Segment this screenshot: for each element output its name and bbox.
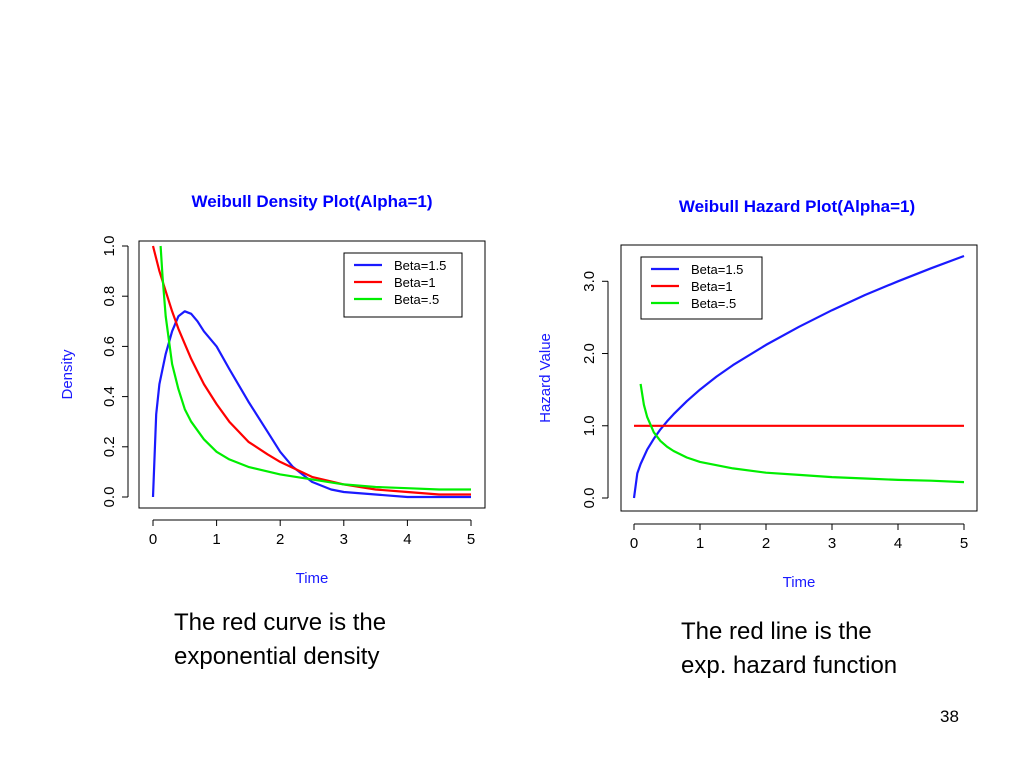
density-y-tick-label: 0.4 — [101, 386, 118, 407]
caption-density-line-2: exponential density — [174, 643, 380, 670]
hazard-legend-box — [640, 256, 763, 320]
hazard-chart: Weibull Hazard Plot(Alpha=1) 0 1 2 3 4 5 0.0 1.0… — [537, 197, 978, 591]
hazard-chart-title: Weibull Hazard Plot(Alpha=1) — [679, 197, 915, 216]
density-y-tick-label: 0.2 — [101, 436, 118, 457]
density-x-axis-label: Time — [296, 570, 329, 587]
hazard-y-tick-label: 0.0 — [581, 488, 598, 509]
density-x-tick-label: 2 — [276, 531, 284, 548]
density-series-beta-5 — [159, 245, 471, 491]
hazard-y-axis-label: Hazard Value — [537, 333, 554, 423]
density-y-tick-label: 1.0 — [101, 236, 118, 257]
hazard-x-tick-label: 3 — [828, 535, 836, 552]
density-x-tick-label: 5 — [467, 531, 475, 548]
density-legend-label: Beta=.5 — [394, 292, 439, 307]
density-y-tick-label: 0.0 — [101, 487, 118, 508]
hazard-legend-label: Beta=1 — [691, 279, 733, 294]
caption-hazard-line-1: The red line is the — [681, 618, 872, 645]
hazard-x-axis-label: Time — [783, 574, 816, 591]
hazard-plot-frame — [620, 244, 978, 512]
hazard-series-beta-1-5 — [632, 254, 965, 499]
density-y-tick-label: 0.6 — [101, 336, 118, 357]
caption-hazard-line-2: exp. hazard function — [681, 652, 898, 679]
density-y-axis-label: Density — [59, 349, 76, 400]
hazard-y-tick-label: 1.0 — [581, 415, 598, 436]
density-y-tick-label: 0.8 — [101, 286, 118, 307]
caption-density: The red curve is the exponential density — [174, 606, 386, 674]
density-chart-title: Weibull Density Plot(Alpha=1) — [191, 192, 432, 211]
hazard-x-tick-label: 4 — [894, 535, 902, 552]
caption-hazard: The red line is the exp. hazard function — [681, 615, 897, 683]
hazard-x-tick-label: 1 — [696, 535, 704, 552]
density-legend-label: Beta=1.5 — [394, 258, 446, 273]
caption-density-line-1: The red curve is the — [174, 609, 387, 636]
density-legend-box — [343, 252, 463, 318]
density-chart: Weibull Density Plot(Alpha=1) 0 1 2 3 4 5 0.0 0.… — [59, 192, 486, 587]
hazard-legend-label: Beta=1.5 — [691, 262, 743, 277]
hazard-x-tick-label: 2 — [762, 535, 770, 552]
density-series-beta-1 — [151, 245, 471, 496]
hazard-series-beta-5 — [639, 383, 965, 484]
hazard-x-tick-label: 0 — [630, 535, 638, 552]
density-x-tick-label: 3 — [340, 531, 348, 548]
density-x-tick-label: 4 — [403, 531, 411, 548]
density-x-tick-label: 1 — [212, 531, 220, 548]
hazard-y-tick-label: 2.0 — [581, 343, 598, 364]
hazard-y-tick-label: 3.0 — [581, 271, 598, 292]
density-legend-label: Beta=1 — [394, 275, 436, 290]
density-series-beta-1-5 — [151, 310, 471, 499]
hazard-x-tick-label: 5 — [960, 535, 968, 552]
hazard-legend-label: Beta=.5 — [691, 296, 736, 311]
page-number: 38 — [940, 707, 959, 726]
density-plot-frame — [138, 240, 486, 509]
density-x-tick-label: 0 — [149, 531, 157, 548]
